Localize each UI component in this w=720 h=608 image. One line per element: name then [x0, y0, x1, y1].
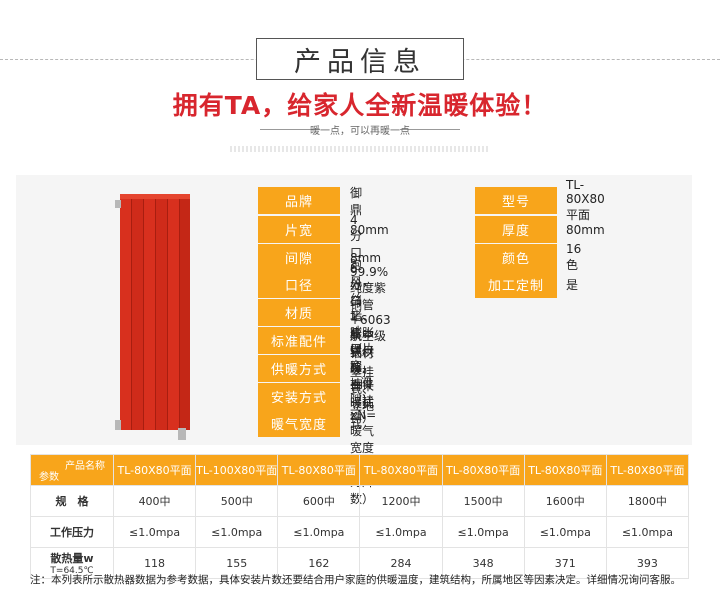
size-cell: 400中 [112, 485, 197, 517]
table-row-pressure: 工作压力 ≤1.0mpa ≤1.0mpa ≤1.0mpa ≤1.0mpa ≤1.… [30, 516, 690, 548]
model-value: TL-80X80平面 [566, 178, 605, 222]
slogan: 拥有TA，给家人全新温暖体验！ [172, 91, 548, 120]
custom-label: 加工定制 [475, 271, 557, 298]
pressure-cell: ≤1.0mpa [112, 516, 197, 548]
size-cell: 1500中 [441, 485, 525, 517]
footnote: 注：本列表所示散热器数据为参考数据，具体安装片数还要结合用户家庭的供暖温度，建筑… [30, 574, 681, 586]
thickness-label: 厚度 [475, 216, 557, 243]
gap-label: 间隙 [258, 244, 340, 271]
heat-cell: 155 [195, 547, 279, 579]
heat-cell: 348 [441, 547, 525, 579]
heat-cell: 162 [277, 547, 361, 579]
table-header-row: 产品名称 参数 TL-80X80平面 TL-100X80平面 TL-80X80平… [30, 454, 690, 486]
radiator-image [115, 194, 190, 440]
pressure-cell: ≤1.0mpa [277, 516, 361, 548]
model-label: 型号 [475, 187, 557, 214]
accessories-label: 标准配件 [258, 327, 340, 354]
product-name-cell: TL-80X80平面 [359, 454, 443, 486]
width-value: 80mm [350, 222, 389, 237]
section-title: 产品信息 [256, 38, 464, 80]
heat-row-label: 散热量w T=64.5℃ [30, 547, 114, 579]
install-label: 安装方式 [258, 383, 340, 410]
pressure-cell: ≤1.0mpa [195, 516, 279, 548]
product-name-cell: TL-80X80平面 [277, 454, 361, 486]
brand-value: 御鼎 [350, 185, 363, 217]
decorative-hatch [230, 146, 490, 152]
sub-slogan-line-left [260, 129, 320, 130]
corner-product-name: 产品名称 [65, 461, 105, 472]
spec-table: 产品名称 参数 TL-80X80平面 TL-100X80平面 TL-80X80平… [30, 454, 690, 579]
pressure-row-label: 工作压力 [30, 516, 114, 548]
heat-cell: 393 [605, 547, 690, 579]
brand-label: 品牌 [258, 187, 340, 214]
table-row-heat: 散热量w T=64.5℃ 118 155 162 284 348 371 393 [30, 547, 690, 579]
heat-cell: 371 [523, 547, 607, 579]
gap-value: 8mm [350, 250, 382, 265]
product-name-cell: TL-80X80平面 [605, 454, 690, 486]
heat-row-title: 散热量w [50, 552, 94, 565]
corner-parameter: 参数 [39, 472, 59, 483]
size-cell: 1600中 [523, 485, 607, 517]
size-cell: 500中 [195, 485, 279, 517]
pressure-cell: ≤1.0mpa [441, 516, 525, 548]
heat-cell: 284 [359, 547, 443, 579]
product-name-cell: TL-80X80平面 [523, 454, 607, 486]
bore-label: 口径 [258, 271, 340, 298]
pressure-cell: ≤1.0mpa [605, 516, 690, 548]
heat-cell: 118 [112, 547, 197, 579]
heating-label: 供暖方式 [258, 355, 340, 382]
size-cell: 600中 [277, 485, 361, 517]
width-label: 片宽 [258, 216, 340, 243]
heat-width-label: 暖气宽度 [258, 410, 340, 437]
product-name-cell: TL-80X80平面 [112, 454, 197, 486]
size-cell: 1800中 [605, 485, 690, 517]
custom-value: 是 [566, 278, 579, 292]
pressure-cell: ≤1.0mpa [523, 516, 607, 548]
size-cell: 1200中 [359, 485, 443, 517]
table-corner: 产品名称 参数 [30, 454, 114, 486]
thickness-value: 80mm [566, 222, 605, 237]
heat-width-value: （片宽+间隙）xN=暖气宽度（N为片数） [350, 342, 377, 506]
product-name-cell: TL-100X80平面 [195, 454, 279, 486]
size-row-label: 规 格 [30, 485, 114, 517]
product-name-cell: TL-80X80平面 [441, 454, 525, 486]
sub-slogan-line-right [400, 129, 460, 130]
sub-slogan: 暖一点，可以再暖一点 [310, 126, 410, 137]
table-row-size: 规 格 400中 500中 600中 1200中 1500中 1600中 180… [30, 485, 690, 517]
radiator-columns [120, 194, 190, 430]
heat-row-temp: T=64.5℃ [50, 566, 94, 576]
material-label: 材质 [258, 299, 340, 326]
pressure-cell: ≤1.0mpa [359, 516, 443, 548]
color-label: 颜色 [475, 244, 557, 271]
color-value: 16色 [566, 242, 582, 272]
